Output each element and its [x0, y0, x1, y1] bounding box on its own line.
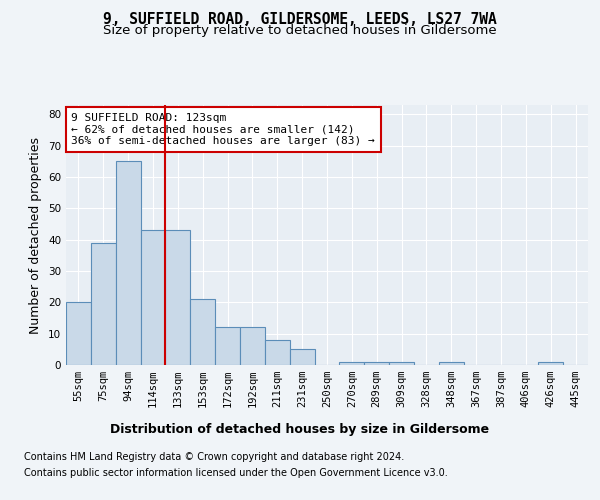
Bar [166, 230, 190, 365]
Text: 9, SUFFIELD ROAD, GILDERSOME, LEEDS, LS27 7WA: 9, SUFFIELD ROAD, GILDERSOME, LEEDS, LS2… [103, 12, 497, 28]
Bar [364, 362, 389, 365]
Bar [215, 328, 240, 365]
Text: 9 SUFFIELD ROAD: 123sqm
← 62% of detached houses are smaller (142)
36% of semi-d: 9 SUFFIELD ROAD: 123sqm ← 62% of detache… [71, 113, 375, 146]
Bar [116, 162, 140, 365]
Text: Distribution of detached houses by size in Gildersome: Distribution of detached houses by size … [110, 422, 490, 436]
Bar [389, 362, 414, 365]
Bar [340, 362, 364, 365]
Bar [66, 302, 91, 365]
Bar [140, 230, 166, 365]
Text: Size of property relative to detached houses in Gildersome: Size of property relative to detached ho… [103, 24, 497, 37]
Bar [538, 362, 563, 365]
Bar [439, 362, 464, 365]
Bar [240, 328, 265, 365]
Text: Contains HM Land Registry data © Crown copyright and database right 2024.: Contains HM Land Registry data © Crown c… [24, 452, 404, 462]
Bar [265, 340, 290, 365]
Y-axis label: Number of detached properties: Number of detached properties [29, 136, 43, 334]
Bar [190, 299, 215, 365]
Bar [91, 243, 116, 365]
Bar [290, 350, 314, 365]
Text: Contains public sector information licensed under the Open Government Licence v3: Contains public sector information licen… [24, 468, 448, 477]
